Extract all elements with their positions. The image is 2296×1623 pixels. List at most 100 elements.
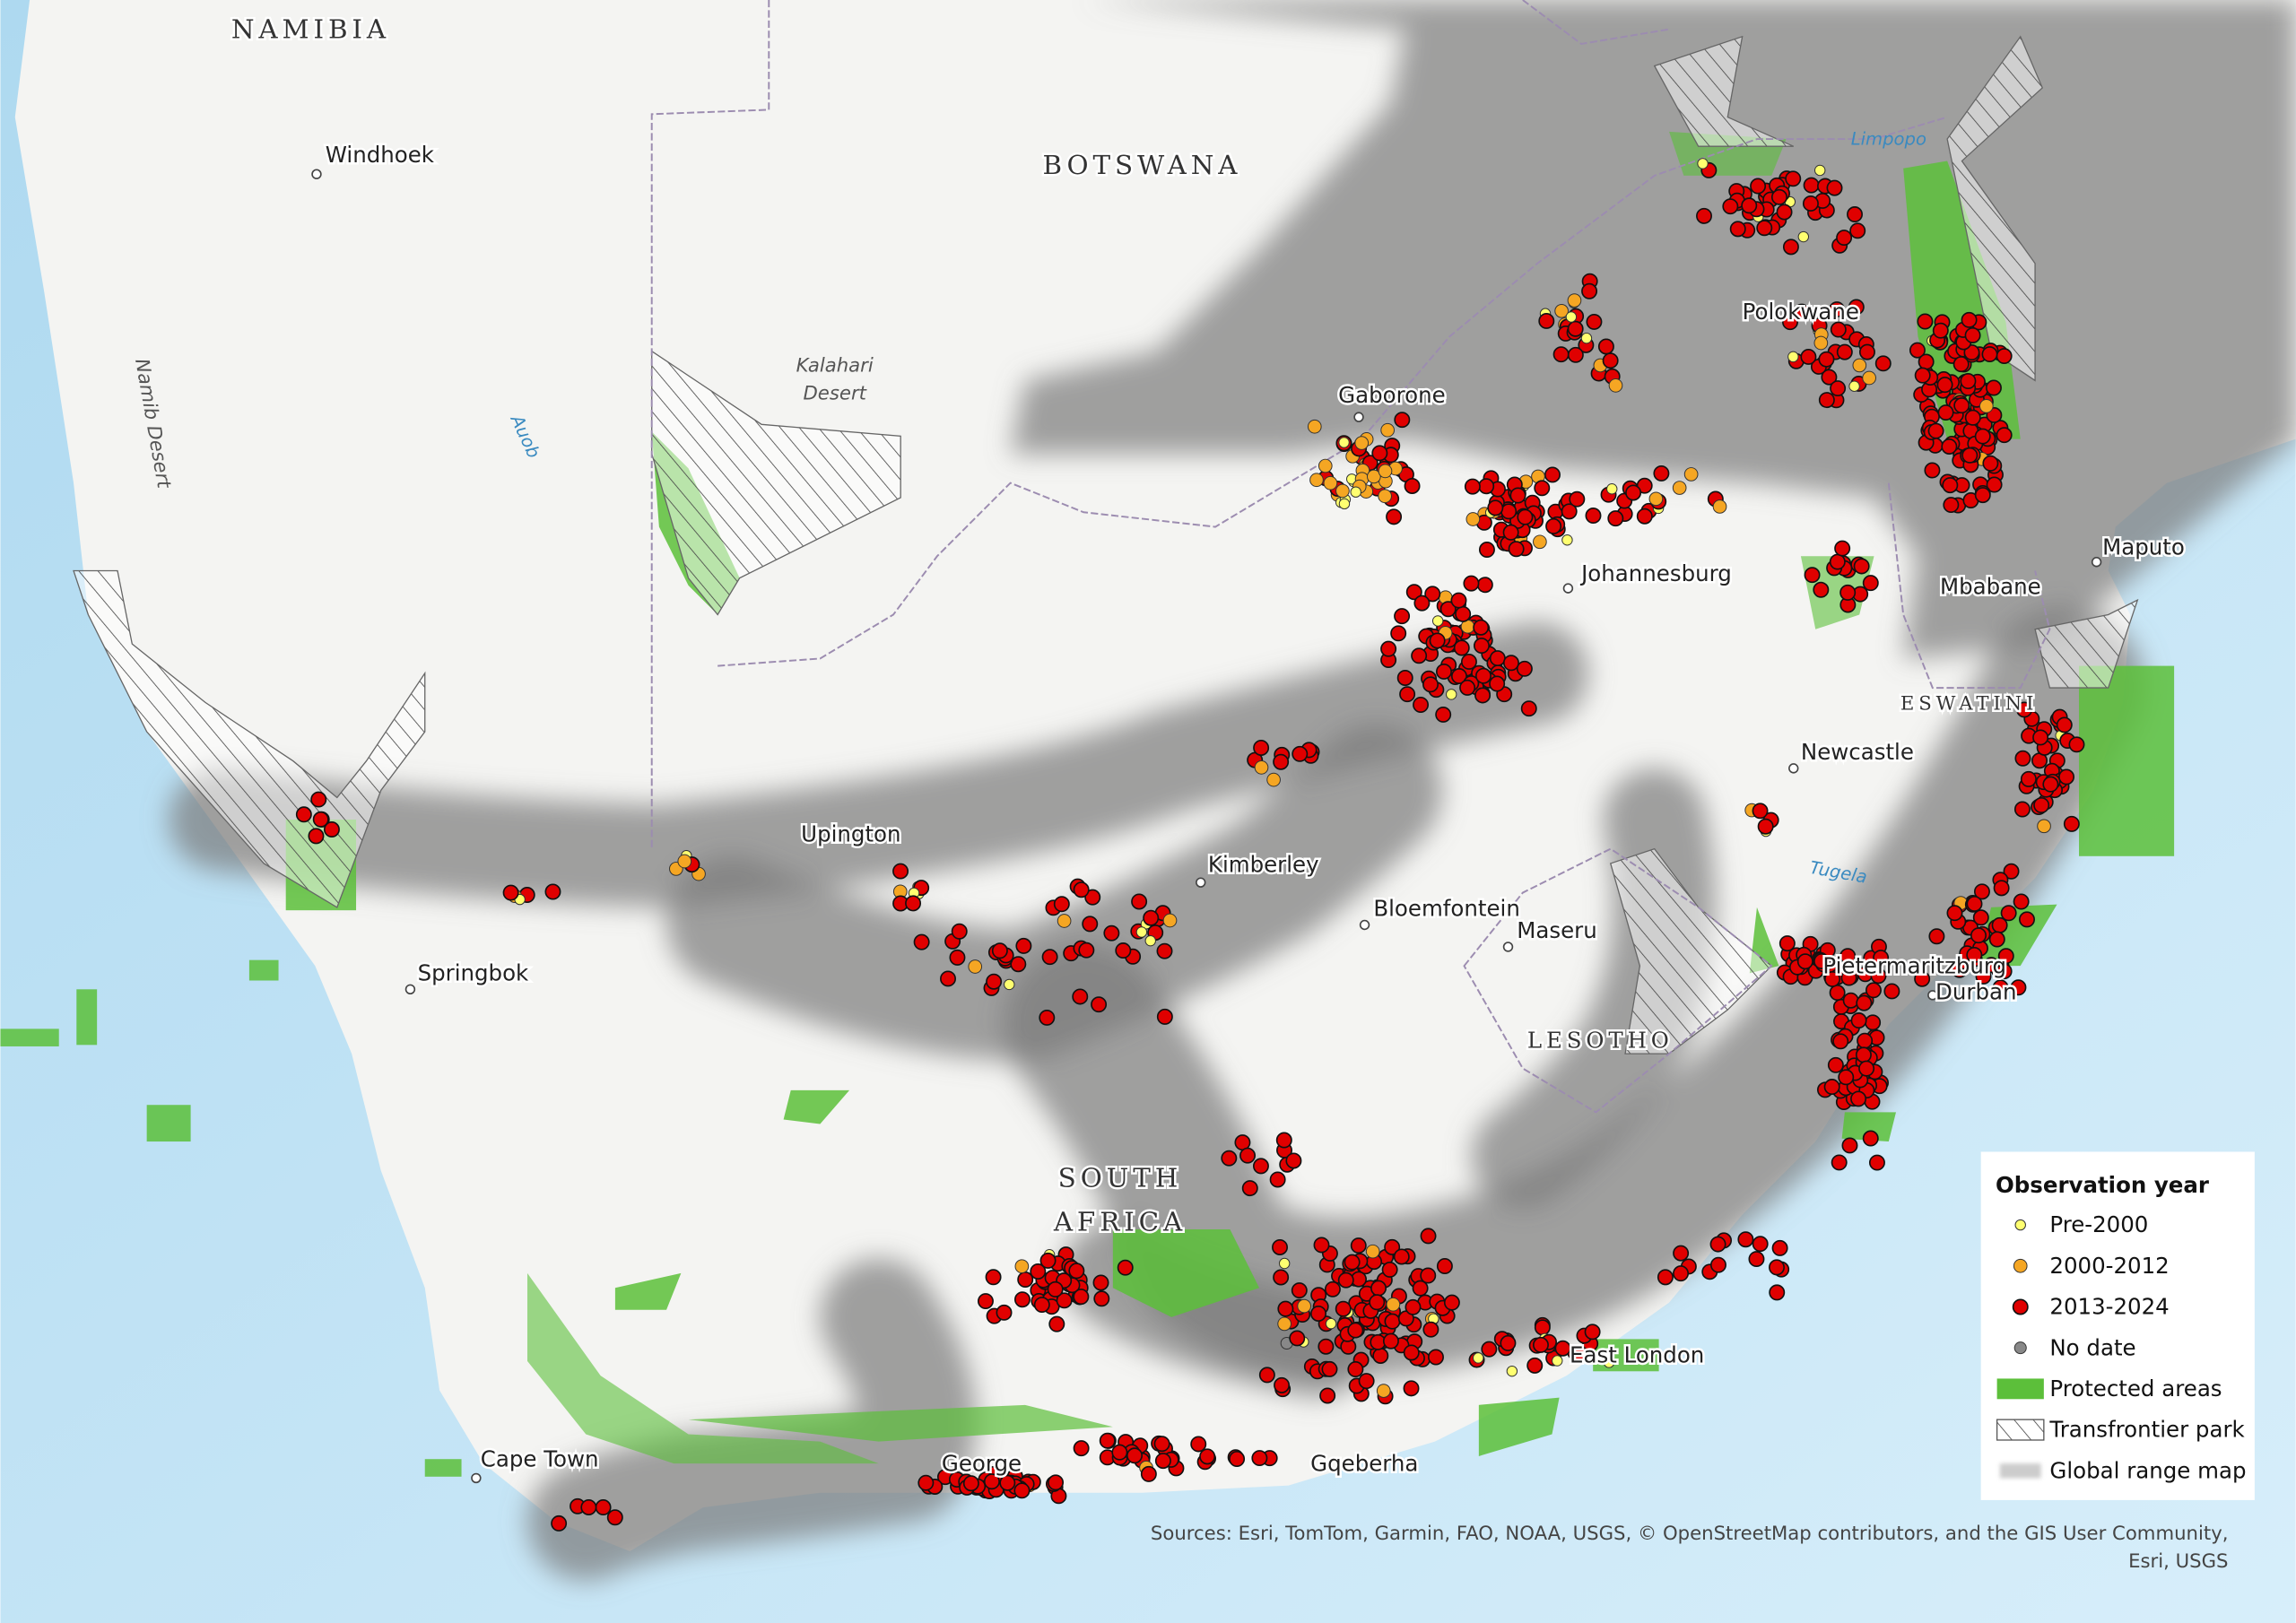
observation-point	[1459, 679, 1476, 696]
observation-point	[1072, 988, 1089, 1005]
observation-point	[1291, 1282, 1308, 1299]
observation-point	[1821, 369, 1838, 386]
observation-point	[1033, 1297, 1050, 1314]
place-label: Kimberley	[1208, 852, 1319, 878]
observation-point	[1318, 458, 1333, 473]
observation-point	[1405, 1298, 1422, 1315]
observation-point	[1972, 909, 1989, 926]
observation-point	[1443, 1294, 1460, 1311]
observation-point	[1338, 437, 1350, 448]
observation-point	[1597, 338, 1614, 355]
observation-point	[1253, 740, 1270, 756]
observation-point	[1961, 447, 1979, 464]
observation-point	[1117, 1259, 1134, 1276]
observation-point	[1748, 1251, 1765, 1268]
observation-point	[1830, 321, 1847, 338]
observation-point	[1797, 230, 1810, 243]
observation-point	[2019, 911, 2035, 928]
observation-point	[1868, 1154, 1885, 1171]
observation-point	[1516, 660, 1533, 677]
observation-point	[1827, 1056, 1844, 1073]
place-label: Durban	[1935, 979, 2016, 1005]
observation-point	[1853, 558, 1870, 575]
observation-point	[1135, 926, 1148, 938]
observation-point	[1960, 373, 1977, 389]
observation-point	[1966, 946, 1983, 963]
observation-point	[1413, 697, 1430, 713]
observation-point	[1048, 1315, 1065, 1332]
observation-point	[1481, 1341, 1498, 1358]
observation-point	[1424, 586, 1441, 603]
observation-point	[1914, 970, 1931, 987]
observation-point	[1323, 475, 1338, 490]
observation-point	[1862, 1130, 1879, 1147]
observation-point	[1367, 469, 1381, 484]
observation-point	[1782, 239, 1799, 256]
country-label: NAMIBIA	[231, 13, 390, 44]
observation-point	[1335, 483, 1350, 499]
observation-point	[1823, 1079, 1840, 1096]
observation-point	[1991, 916, 2008, 933]
legend-label: Protected areas	[2049, 1376, 2222, 1402]
observation-point	[1310, 1306, 1327, 1322]
observation-point	[1350, 1237, 1367, 1254]
observation-point	[544, 883, 561, 900]
place-label: Springbok	[418, 960, 529, 986]
place-label: Windhoek	[326, 142, 435, 168]
observation-point	[1554, 303, 1569, 318]
observation-point	[1378, 489, 1392, 504]
observation-point	[1936, 377, 1953, 394]
observation-point	[1015, 937, 1032, 954]
observation-point	[1752, 803, 1769, 820]
observation-point	[1975, 968, 1992, 985]
observation-point	[1927, 422, 1944, 439]
observation-point	[1865, 982, 1882, 999]
observation-point	[1832, 1033, 1849, 1050]
observation-point	[2014, 750, 2031, 767]
attribution: Sources: Esri, TomTom, Garmin, FAO, NOAA…	[1151, 1523, 2229, 1545]
borders	[650, 0, 2051, 1114]
observation-point	[1657, 1269, 1674, 1286]
observation-point	[1538, 312, 1555, 329]
observation-point	[1986, 476, 2003, 493]
observation-point	[1829, 553, 1846, 570]
observation-point	[1162, 913, 1178, 928]
observation-point	[1297, 1298, 1311, 1314]
observation-point	[1857, 1032, 1874, 1049]
observation-point	[1446, 689, 1457, 700]
observation-point	[1239, 1147, 1257, 1164]
observation-point	[2033, 797, 2050, 813]
observation-point	[1800, 348, 1817, 365]
observation-point	[1829, 301, 1846, 318]
observation-point	[1435, 706, 1452, 723]
observation-point	[1943, 497, 1960, 514]
observation-point	[1552, 1355, 1563, 1367]
feature-label: Kalahari	[796, 355, 874, 378]
observation-point	[940, 970, 956, 987]
observation-point	[1143, 909, 1160, 926]
observation-point	[1565, 311, 1578, 323]
legend-symbol	[2013, 1258, 2028, 1273]
observation-point	[1709, 1256, 1726, 1273]
observation-point	[1942, 477, 1959, 494]
observation-point	[1371, 445, 1388, 462]
observation-point	[1017, 1271, 1034, 1288]
observation-point	[1489, 675, 1506, 692]
observation-point	[1756, 220, 1773, 237]
observation-point	[1464, 478, 1481, 495]
observation-point	[1509, 487, 1526, 504]
observation-point	[1056, 1292, 1073, 1309]
place-label: Newcastle	[1801, 739, 1914, 765]
observation-point	[1131, 893, 1148, 910]
observation-point	[977, 1293, 994, 1310]
observation-point	[1460, 653, 1477, 670]
observation-point	[1073, 881, 1090, 898]
observation-point	[892, 863, 909, 880]
observation-point	[502, 884, 519, 901]
observation-point	[1030, 1263, 1047, 1280]
observation-point	[1502, 524, 1519, 541]
observation-point	[295, 806, 312, 823]
observation-point	[1382, 1332, 1399, 1350]
observation-point	[1782, 314, 1798, 331]
city-markers	[311, 169, 2102, 1484]
